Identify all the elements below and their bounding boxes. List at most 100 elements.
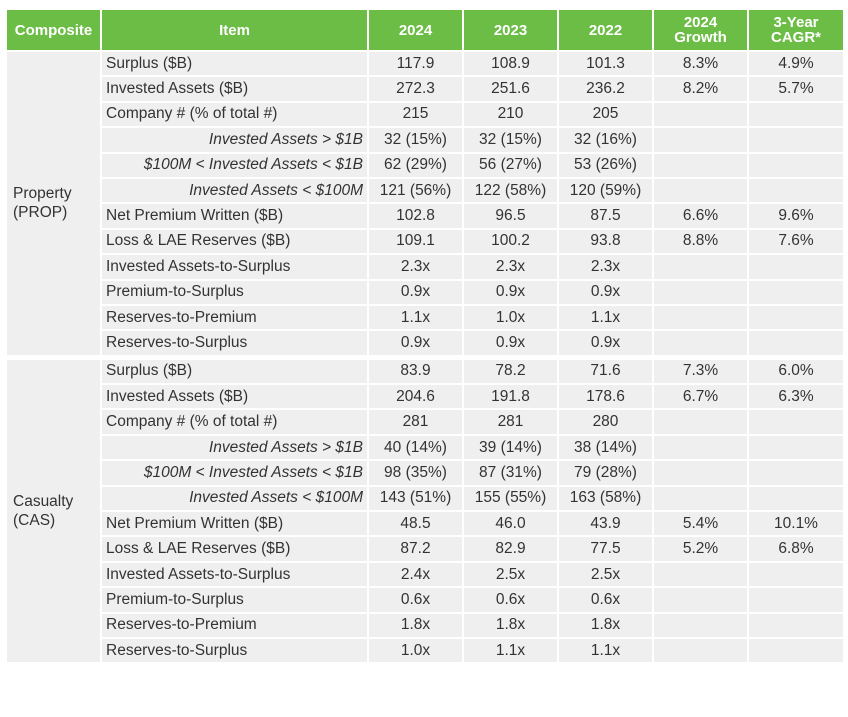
value-cell: 1.8x [367, 611, 464, 639]
value-cell-text: 53 (26%) [574, 156, 637, 174]
value-cell [747, 611, 845, 639]
table-row: Net Premium Written ($B) 48.5 46.0 43.9 5.4%… [6, 510, 845, 538]
value-cell [747, 408, 845, 436]
item-cell-text: Invested Assets ($B) [106, 80, 249, 98]
value-cell [652, 100, 749, 129]
table-row: Net Premium Written ($B) 102.8 96.5 87.5 6.6… [6, 202, 845, 230]
value-cell-text: 7.3% [682, 362, 719, 380]
value-cell [747, 126, 845, 154]
value-cell [747, 586, 845, 614]
value-cell [652, 176, 749, 205]
value-cell-text: 93.8 [590, 232, 621, 250]
item-cell-text: Premium-to-Surplus [106, 590, 244, 608]
item-cell: Reserves-to-Premium [100, 303, 369, 332]
value-cell: 163 (58%) [557, 484, 654, 513]
value-cell-text: 0.9x [400, 283, 431, 301]
header-cell: Item [100, 8, 369, 52]
table-row: Casualty (CAS) Surplus ($B) 83.9 78.2 71.6 7.… [5, 354, 845, 665]
table-row: Invested Assets > $1B 40 (14%) 39 (14%) 38 … [6, 433, 845, 462]
header-cell-text: Item [219, 21, 250, 39]
value-cell: 32 (15%) [367, 126, 464, 154]
table-row: Loss & LAE Reserves ($B) 87.2 82.9 77.5 5.2%… [6, 535, 845, 563]
item-cell-text: $100M < Invested Assets < $1B [143, 156, 363, 174]
value-cell [652, 636, 749, 665]
value-cell-text: 83.9 [400, 362, 431, 380]
value-cell: 87.2 [367, 535, 464, 563]
value-cell [747, 253, 845, 281]
item-cell: Invested Assets > $1B [100, 126, 369, 154]
item-cell-text: $100M < Invested Assets < $1B [143, 463, 363, 481]
value-cell-text: 281 [497, 413, 524, 431]
value-cell [747, 303, 845, 332]
header-cell: Composite [5, 8, 102, 52]
value-cell: 2.3x [557, 253, 654, 281]
data-table: Composite Item 2024 2023 2022 2024 Growth 3-Ye… [5, 8, 845, 665]
value-cell: 281 [462, 408, 559, 436]
value-cell: 210 [462, 100, 559, 129]
value-cell [652, 611, 749, 639]
item-cell: $100M < Invested Assets < $1B [100, 151, 369, 179]
header-cell-text: 3-Year CAGR* [770, 14, 821, 46]
value-cell: 1.1x [367, 303, 464, 332]
value-cell: 108.9 [462, 49, 559, 78]
value-cell-text: 122 (58%) [474, 181, 547, 199]
value-cell [652, 126, 749, 154]
value-cell-text: 204.6 [396, 387, 435, 405]
value-cell-text: 2.5x [495, 565, 526, 583]
value-cell: 204.6 [367, 383, 464, 411]
value-cell-text: 1.1x [400, 308, 431, 326]
value-cell: 77.5 [557, 535, 654, 563]
value-cell [652, 560, 749, 589]
value-cell-text: 96.5 [495, 207, 526, 225]
header-cell-text: 2024 Growth [674, 14, 727, 46]
item-cell: Net Premium Written ($B) [100, 510, 369, 538]
value-cell: 87 (31%) [462, 459, 559, 487]
value-cell-text: 143 (51%) [379, 489, 452, 507]
item-cell: Invested Assets > $1B [100, 433, 369, 462]
value-cell-text: 0.9x [590, 333, 621, 351]
value-cell-text: 78.2 [495, 362, 526, 380]
item-cell: Invested Assets-to-Surplus [100, 560, 369, 589]
value-cell: 0.9x [557, 278, 654, 306]
header-cell-text: 2024 [398, 21, 433, 39]
value-cell: 62 (29%) [367, 151, 464, 179]
value-cell: 98 (35%) [367, 459, 464, 487]
item-cell: Surplus ($B) [100, 49, 369, 78]
value-cell [747, 100, 845, 129]
item-cell: Premium-to-Surplus [100, 278, 369, 306]
item-cell-text: Invested Assets > $1B [208, 438, 363, 456]
value-cell: 4.9% [747, 49, 845, 78]
value-cell-text: 39 (14%) [479, 438, 542, 456]
item-cell-text: Reserves-to-Premium [106, 308, 257, 326]
value-cell-text: 6.8% [778, 540, 814, 558]
item-cell-text: Invested Assets ($B) [106, 387, 249, 405]
value-cell [652, 408, 749, 436]
value-cell: 40 (14%) [367, 433, 464, 462]
value-cell-text: 178.6 [586, 387, 625, 405]
item-cell-text: Invested Assets-to-Surplus [106, 257, 291, 275]
value-cell-text: 163 (58%) [569, 489, 642, 507]
item-cell-text: Loss & LAE Reserves ($B) [106, 540, 291, 558]
value-cell: 8.8% [652, 227, 749, 256]
item-cell: Net Premium Written ($B) [100, 202, 369, 230]
value-cell: 6.6% [652, 202, 749, 230]
value-cell-text: 1.1x [590, 308, 621, 326]
item-cell-text: Surplus ($B) [106, 54, 193, 72]
value-cell: 83.9 [367, 354, 464, 386]
value-cell-text: 280 [592, 413, 619, 431]
table-row: Invested Assets-to-Surplus 2.3x 2.3x 2.3x [6, 253, 845, 281]
item-cell-text: Invested Assets-to-Surplus [106, 565, 291, 583]
item-cell-text: Invested Assets < $100M [189, 181, 363, 199]
value-cell-text: 56 (27%) [479, 156, 542, 174]
value-cell [747, 278, 845, 306]
value-cell-text: 46.0 [495, 514, 526, 532]
value-cell-text: 0.9x [495, 283, 526, 301]
item-cell: Invested Assets ($B) [100, 75, 369, 103]
value-cell: 0.6x [557, 586, 654, 614]
value-cell-text: 0.9x [590, 283, 621, 301]
composite-cell: Casualty (CAS) [5, 354, 102, 665]
item-cell: Invested Assets-to-Surplus [100, 253, 369, 281]
value-cell: 1.0x [367, 636, 464, 665]
value-cell-text: 120 (59%) [569, 181, 642, 199]
value-cell: 8.3% [652, 49, 749, 78]
